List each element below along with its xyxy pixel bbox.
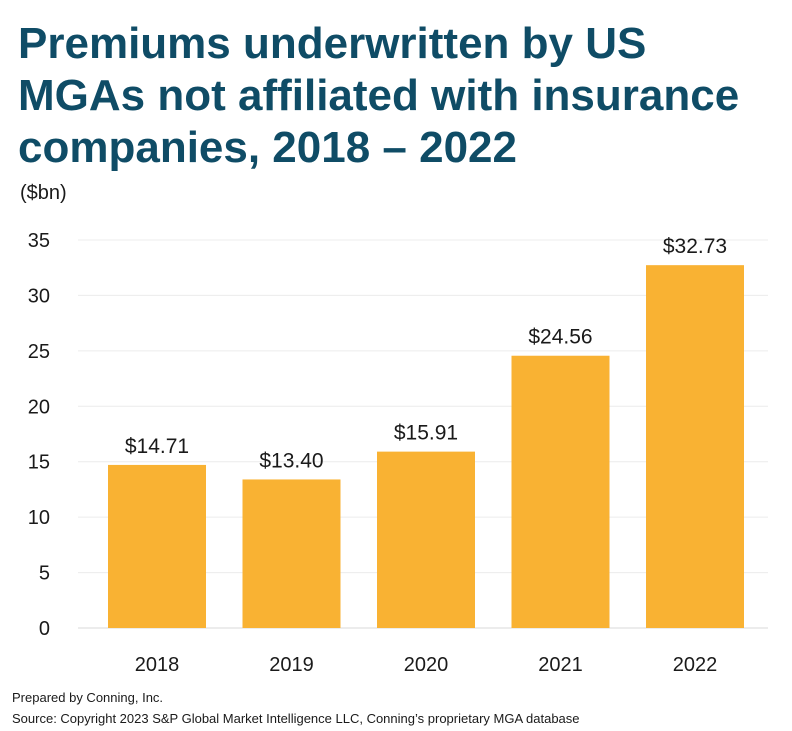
x-tick-label-2022: 2022 (673, 654, 718, 676)
y-tick-label: 20 (28, 396, 50, 418)
y-tick-label: 10 (28, 507, 50, 529)
y-tick-label: 35 (28, 230, 50, 252)
y-axis-unit-label: ($bn) (20, 182, 67, 204)
x-tick-label-2021: 2021 (538, 654, 583, 676)
x-axis-ticks: 2018 2019 2020 2021 2022 (135, 654, 718, 676)
data-label-2021: $24.56 (528, 326, 592, 349)
bar-2019 (242, 479, 341, 628)
y-axis-ticks: 0 5 10 15 20 25 30 35 (28, 230, 50, 640)
y-tick-label: 25 (28, 341, 50, 363)
data-label-2019: $13.40 (259, 449, 323, 472)
source-note: Source: Copyright 2023 S&P Global Market… (12, 711, 580, 726)
x-tick-label-2020: 2020 (404, 654, 449, 676)
data-labels: $14.71 $13.40 $15.91 $24.56 $32.73 (125, 235, 727, 472)
data-label-2020: $15.91 (394, 422, 458, 445)
x-tick-label-2018: 2018 (135, 654, 180, 676)
bar-2022 (646, 265, 744, 628)
bar-2020 (377, 451, 475, 628)
y-tick-label: 30 (28, 285, 50, 307)
prepared-by-note: Prepared by Conning, Inc. (12, 690, 164, 705)
bar-2018 (108, 464, 206, 628)
x-tick-label-2019: 2019 (269, 654, 314, 676)
y-tick-label: 15 (28, 452, 50, 474)
bars (108, 265, 744, 628)
y-tick-label: 0 (39, 618, 50, 640)
chart-title: Premiums underwritten by US MGAs not aff… (18, 19, 740, 172)
bar-2021 (511, 355, 610, 628)
data-label-2022: $32.73 (663, 235, 727, 258)
y-tick-label: 5 (39, 563, 50, 585)
data-label-2018: $14.71 (125, 435, 189, 458)
